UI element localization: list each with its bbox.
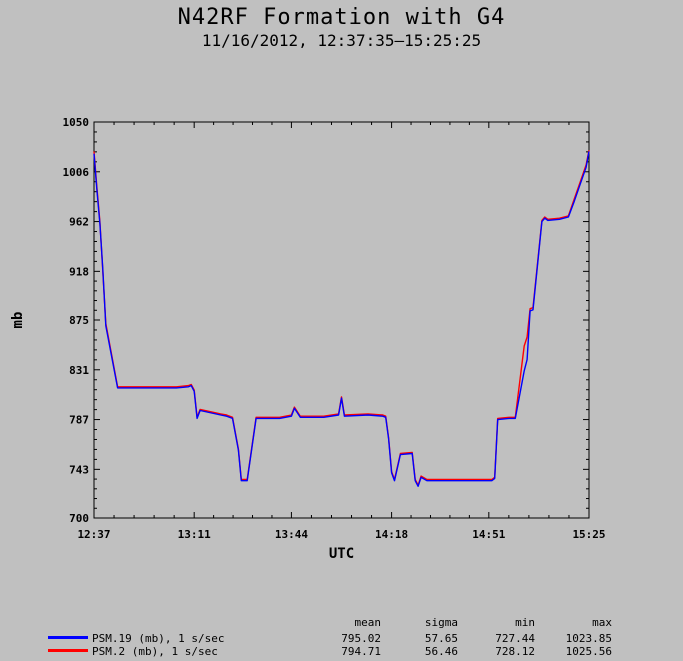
- y-tick-label: 831: [69, 364, 89, 377]
- stats-legend: mean sigma min max PSM.19 (mb), 1 s/sec …: [0, 616, 683, 661]
- stat-min-psm2: 728.12: [495, 645, 535, 658]
- legend-label-psm19: PSM.19 (mb), 1 s/sec: [92, 632, 225, 645]
- x-tick-label: 14:51: [472, 528, 505, 541]
- stats-row-psm19: PSM.19 (mb), 1 s/sec 795.02 57.65 727.44…: [0, 632, 683, 646]
- stat-max-psm19: 1023.85: [565, 632, 612, 645]
- x-tick-label: 12:37: [77, 528, 110, 541]
- x-axis-title: UTC: [329, 546, 354, 562]
- chart-title: N42RF Formation with G4: [177, 5, 506, 30]
- stats-header-mean: mean: [354, 616, 382, 629]
- legend-swatch-psm2: [48, 649, 88, 652]
- x-tick-label: 15:25: [572, 528, 605, 541]
- stats-header: mean sigma min max: [0, 616, 683, 630]
- x-tick-label: 13:11: [178, 528, 211, 541]
- y-tick-label: 1006: [63, 166, 90, 179]
- stat-sigma-psm2: 56.46: [424, 645, 458, 658]
- stat-max-psm2: 1025.56: [565, 645, 612, 658]
- series-line-0: [93, 151, 590, 487]
- stat-min-psm19: 727.44: [495, 632, 535, 645]
- y-tick-label: 962: [69, 216, 89, 229]
- y-tick-label: 787: [69, 414, 89, 427]
- stat-mean-psm19: 795.02: [341, 632, 381, 645]
- y-tick-label: 700: [69, 512, 89, 525]
- y-axis-title: mb: [10, 312, 26, 329]
- chart-subtitle: 11/16/2012, 12:37:35–15:25:25: [201, 31, 482, 50]
- x-tick-label: 14:18: [375, 528, 408, 541]
- stat-mean-psm2: 794.71: [341, 645, 381, 658]
- legend-label-psm2: PSM.2 (mb), 1 s/sec: [92, 645, 218, 658]
- stat-sigma-psm19: 57.65: [424, 632, 458, 645]
- y-tick-label: 918: [69, 265, 89, 278]
- y-tick-label: 743: [69, 463, 89, 476]
- stats-header-min: min: [515, 616, 535, 629]
- x-tick-label: 13:44: [275, 528, 308, 541]
- stats-row-psm2: PSM.2 (mb), 1 s/sec 794.71 56.46 728.12 …: [0, 645, 683, 659]
- y-tick-label: 1050: [63, 116, 90, 129]
- y-tick-label: 875: [69, 314, 89, 327]
- plot-frame: [93, 121, 590, 519]
- stats-header-sigma: sigma: [424, 616, 458, 629]
- stats-header-max: max: [592, 616, 612, 629]
- legend-swatch-psm19: [48, 636, 88, 639]
- chart-svg: 700 743 787 831 875 918 962 1006 1050 12:37 13:11 1…: [10, 116, 606, 562]
